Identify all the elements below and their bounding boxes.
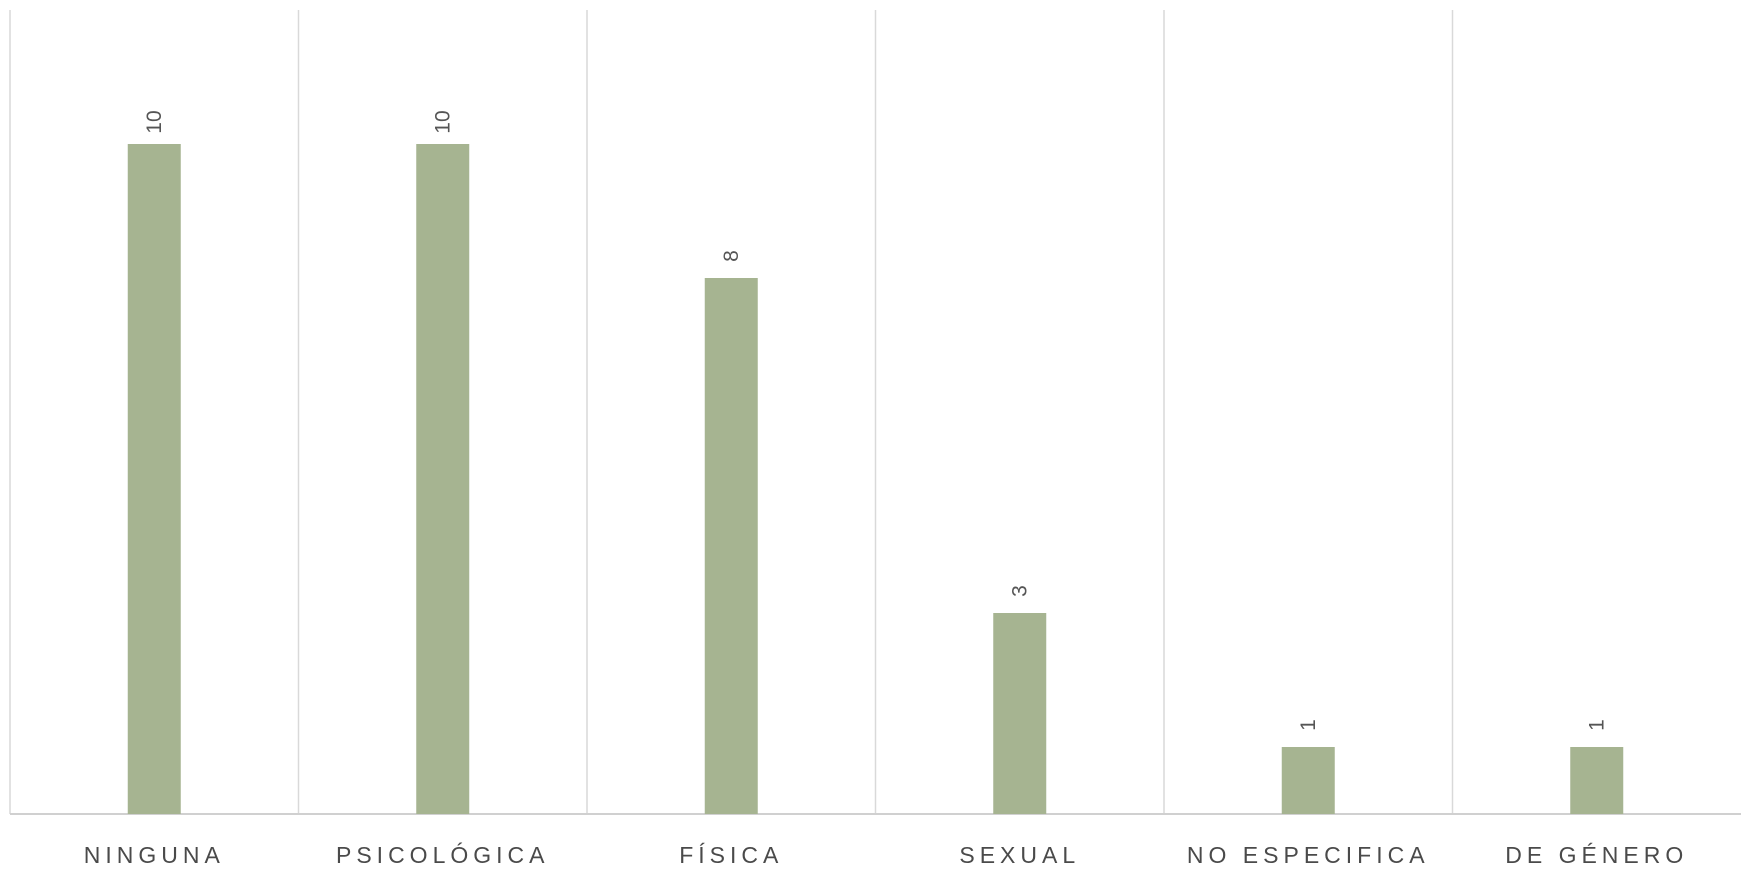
data-label: 10 — [431, 110, 454, 133]
bar — [127, 144, 181, 814]
category-label: NO ESPECIFICA — [1187, 842, 1430, 868]
category-label: DE GÉNERO — [1505, 842, 1688, 868]
category-label: PSICOLÓGICA — [336, 842, 549, 868]
bar — [704, 278, 758, 814]
bar — [1281, 747, 1335, 814]
bar — [416, 144, 470, 814]
bars — [127, 144, 1624, 814]
data-label: 3 — [1008, 585, 1031, 597]
category-label: FÍSICA — [679, 842, 783, 868]
data-label: 8 — [720, 250, 743, 262]
gridlines — [9, 10, 1454, 814]
category-label: NINGUNA — [84, 842, 225, 868]
data-label: 1 — [1585, 719, 1608, 731]
data-label: 1 — [1297, 719, 1320, 731]
bar — [993, 613, 1047, 814]
data-label: 10 — [143, 110, 166, 133]
category-label: SEXUAL — [959, 842, 1080, 868]
data-labels: 10 10 8 3 1 1 — [143, 110, 1609, 731]
category-labels: NINGUNA PSICOLÓGICA FÍSICA SEXUAL NO ESPECIF… — [84, 842, 1688, 868]
bar — [1570, 747, 1624, 814]
